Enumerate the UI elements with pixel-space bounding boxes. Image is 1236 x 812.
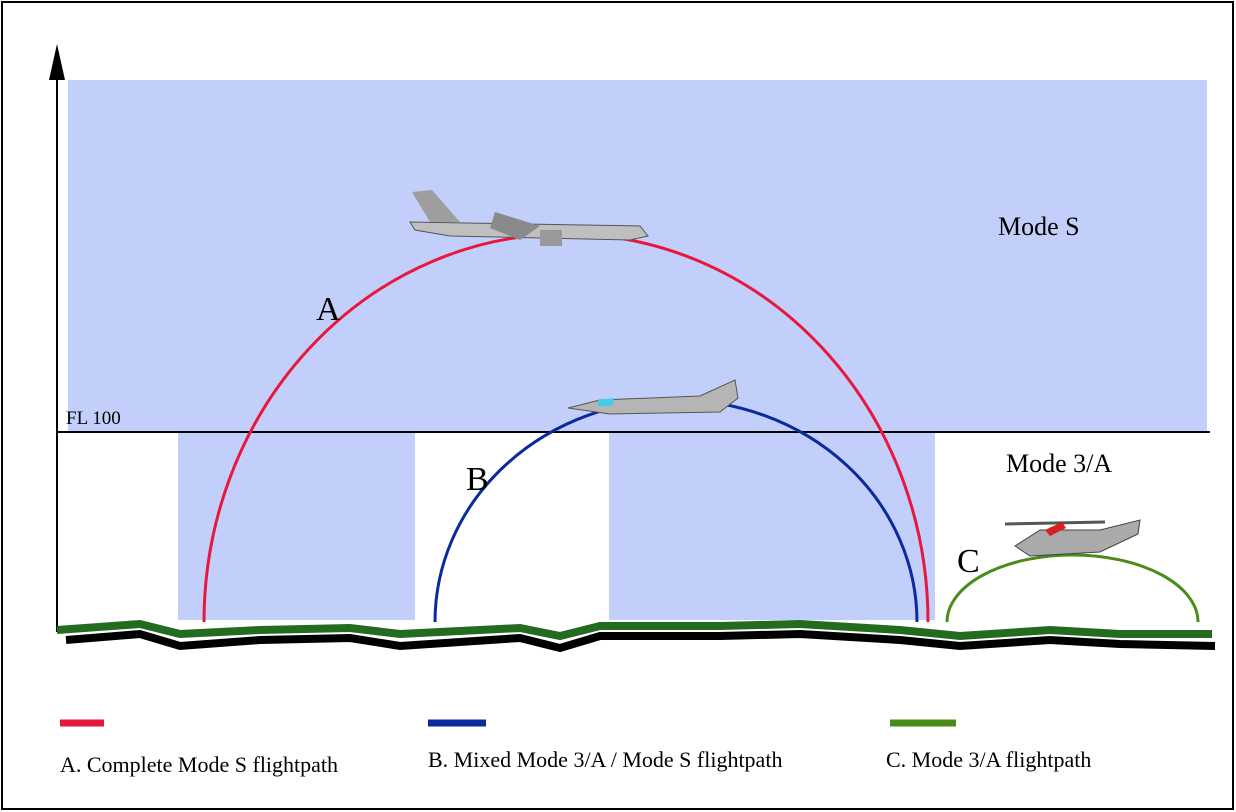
mode-s-zone <box>178 432 415 620</box>
ground-shadow <box>66 634 1215 648</box>
helicopter-icon <box>1005 520 1140 556</box>
path-letter: C <box>957 543 980 580</box>
mode-s-zone <box>609 432 935 620</box>
mode-3a-label: Mode 3/A <box>1006 449 1112 478</box>
mode-s-region <box>68 80 1207 432</box>
legend-label: C. Mode 3/A flightpath <box>886 747 1091 772</box>
path-letter: A <box>316 291 341 328</box>
legend-label: B. Mixed Mode 3/A / Mode S flightpath <box>428 747 782 772</box>
legend-label: A. Complete Mode S flightpath <box>60 752 338 777</box>
mode-s-label: Mode S <box>998 212 1080 241</box>
path-letter: B <box>466 461 489 498</box>
diagram: Mode S Mode 3/A FL 100 A B C A. Complete… <box>0 0 1236 812</box>
fl100-label: FL 100 <box>66 408 121 429</box>
path-c <box>947 555 1198 622</box>
page: {"regions": {"upper": "Mode S", "lower":… <box>0 0 1236 812</box>
axis-arrow <box>49 44 65 80</box>
